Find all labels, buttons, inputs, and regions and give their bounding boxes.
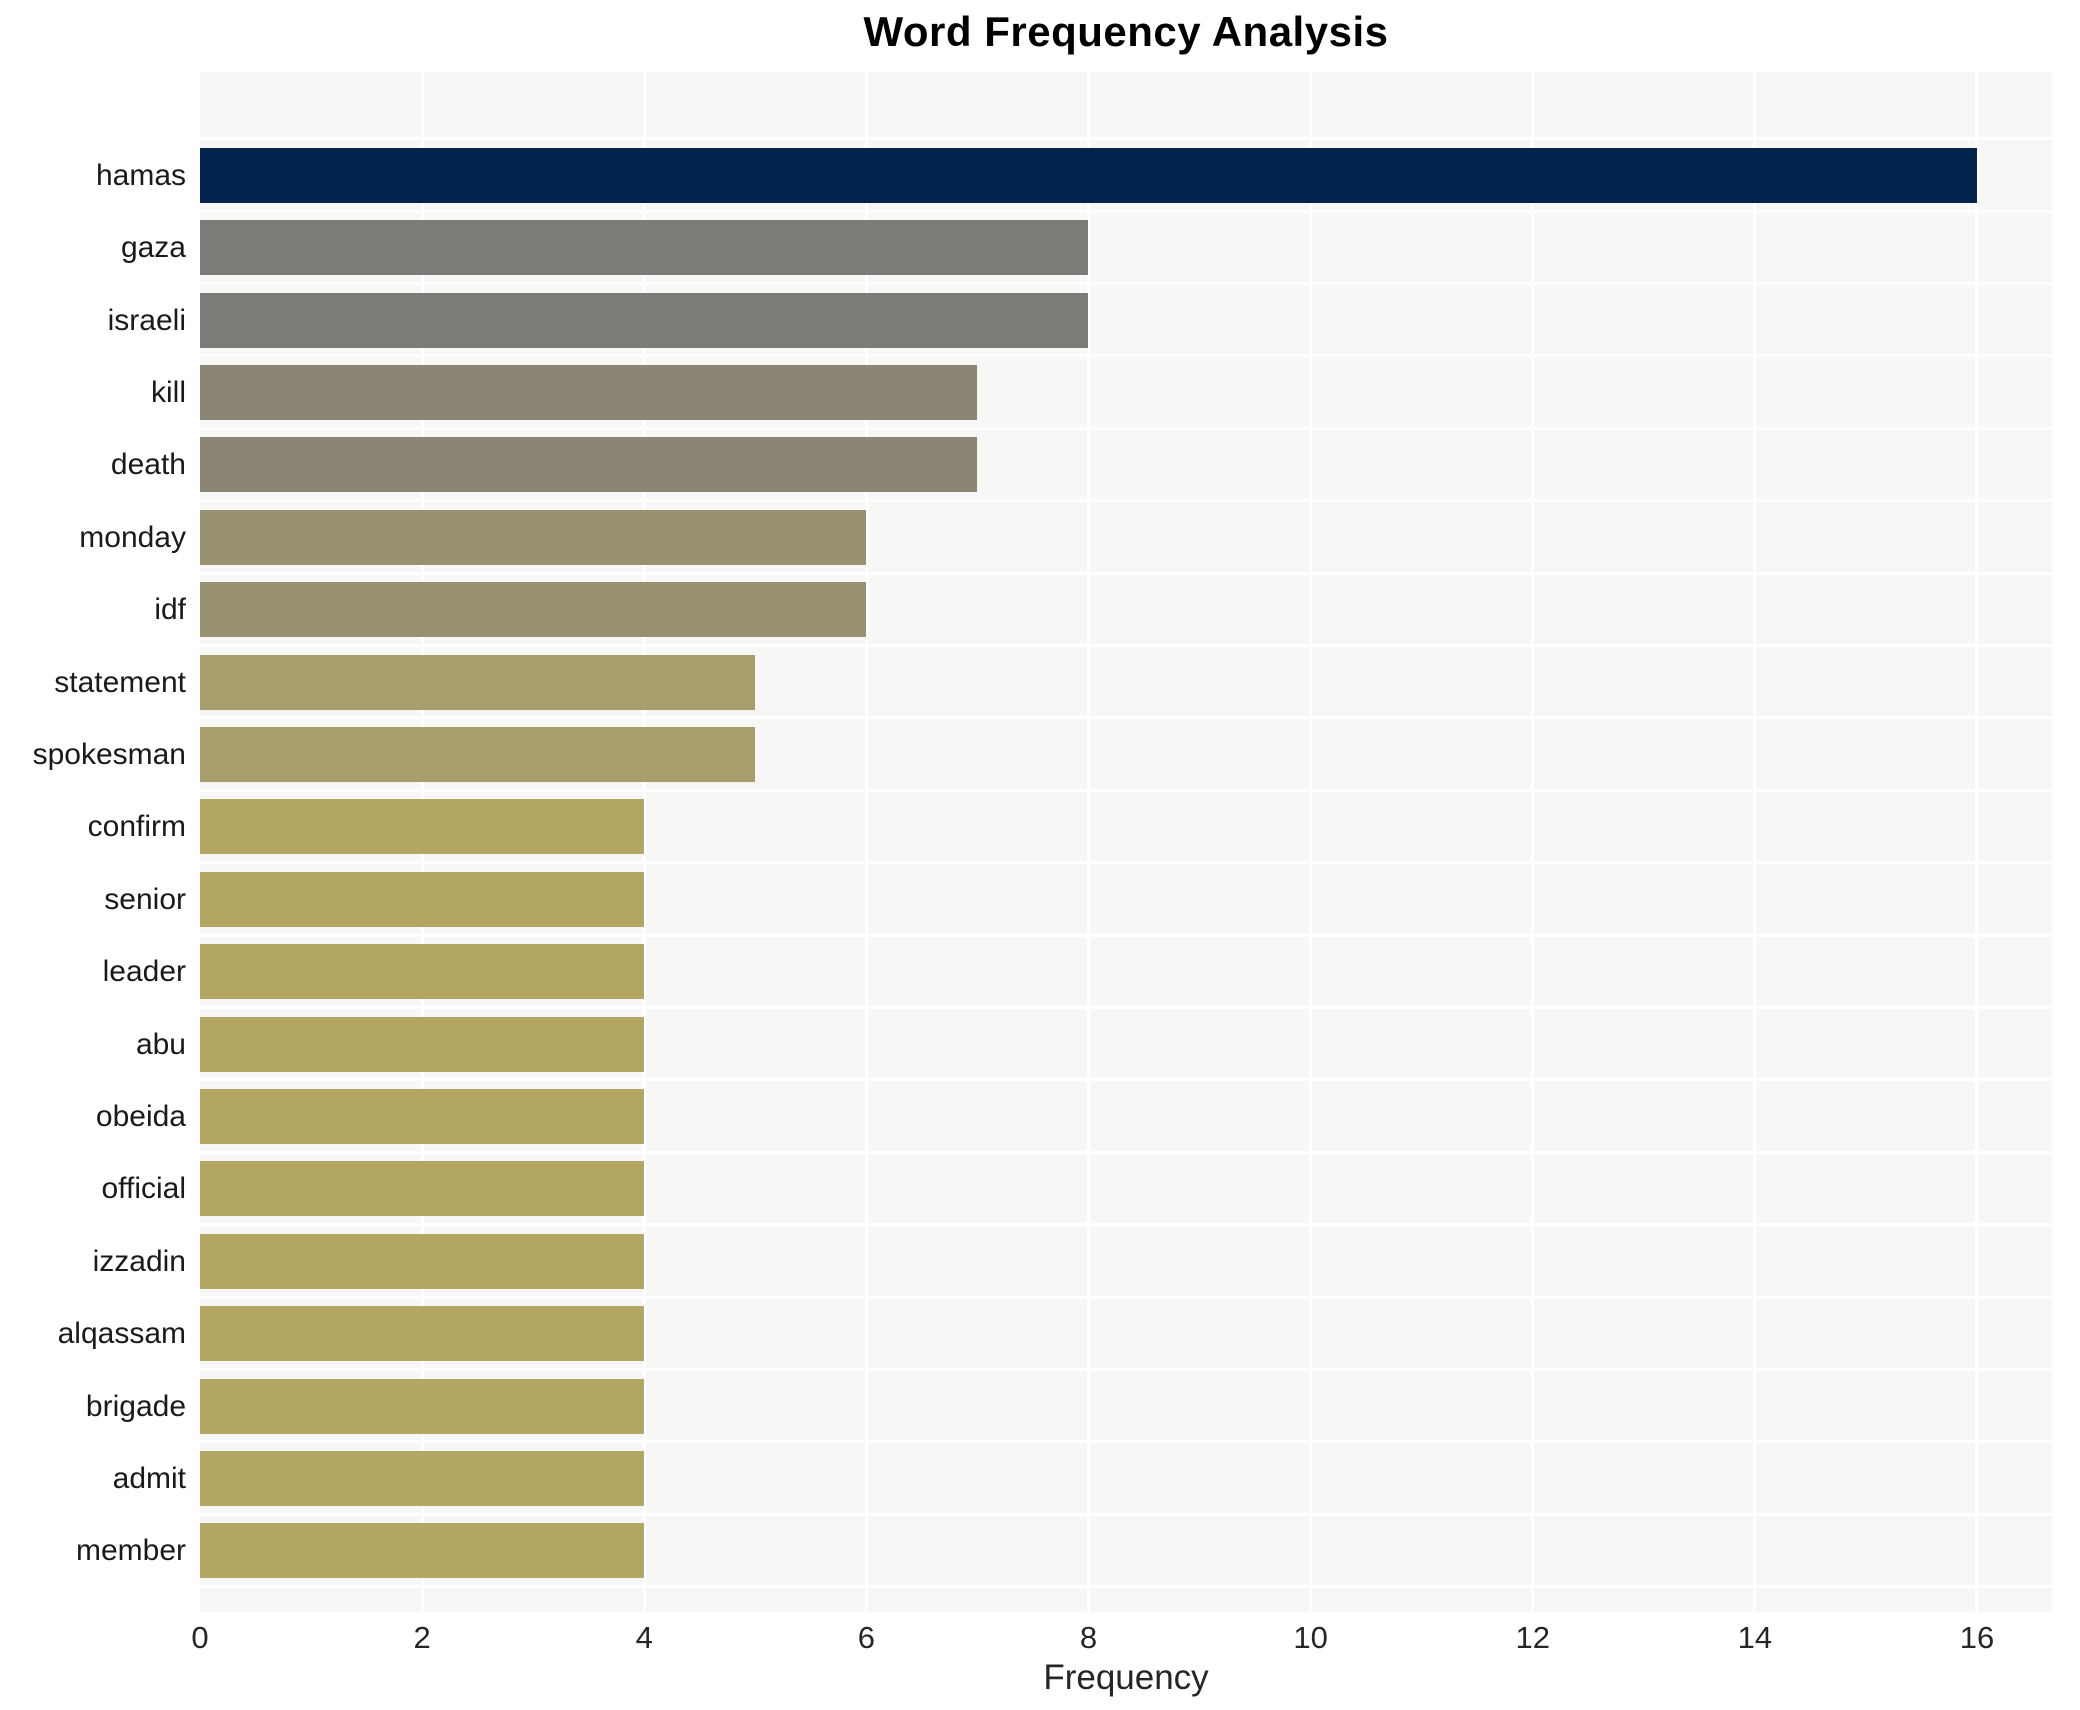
- vertical-gridline: [1531, 72, 1535, 1612]
- vertical-gridline: [864, 72, 868, 1612]
- horizontal-gridline: [200, 426, 2052, 430]
- y-tick-label: brigade: [85, 1389, 186, 1423]
- x-tick-label: 6: [857, 1620, 875, 1655]
- horizontal-gridline: [200, 644, 2052, 647]
- x-tick-label: 4: [635, 1620, 653, 1655]
- bar: [200, 509, 867, 565]
- y-tick-label: idf: [154, 593, 186, 627]
- y-tick-label: kill: [151, 375, 186, 409]
- horizontal-gridline: [200, 137, 2052, 141]
- bar: [200, 654, 756, 710]
- y-tick-label: leader: [102, 955, 186, 989]
- y-tick-label: death: [110, 448, 186, 482]
- bar: [200, 364, 978, 420]
- bar: [200, 1088, 645, 1144]
- bar: [200, 1523, 645, 1579]
- x-tick-label: 10: [1293, 1620, 1328, 1655]
- horizontal-gridline: [200, 354, 2052, 358]
- horizontal-gridline: [200, 1223, 2052, 1227]
- horizontal-gridline: [200, 1006, 2052, 1009]
- y-tick-label: abu: [135, 1027, 186, 1061]
- vertical-gridline: [1309, 72, 1313, 1612]
- vertical-gridline: [1086, 72, 1090, 1612]
- bar: [200, 1016, 645, 1072]
- bar: [200, 944, 645, 1000]
- bar: [200, 147, 1977, 203]
- x-tick-label: 8: [1079, 1620, 1098, 1655]
- bar: [200, 726, 756, 782]
- horizontal-gridline: [200, 282, 2052, 285]
- horizontal-gridline: [200, 716, 2052, 720]
- horizontal-gridline: [200, 1440, 2052, 1444]
- y-tick-label: admit: [112, 1461, 186, 1495]
- bar: [200, 220, 1089, 276]
- y-tick-label: obeida: [95, 1099, 186, 1133]
- y-tick-label: alqassam: [57, 1317, 186, 1351]
- y-tick-label: gaza: [120, 231, 186, 265]
- x-tick-label: 2: [413, 1620, 431, 1655]
- vertical-gridline: [1753, 72, 1757, 1612]
- bar: [200, 437, 978, 493]
- x-tick-label: 16: [1959, 1620, 1995, 1655]
- y-tick-label: member: [75, 1534, 186, 1568]
- y-tick-label: izzadin: [92, 1244, 186, 1278]
- horizontal-gridline: [200, 861, 2052, 865]
- x-tick-label: 0: [191, 1620, 209, 1655]
- y-tick-label: senior: [104, 882, 186, 916]
- y-tick-label: israeli: [107, 303, 186, 337]
- x-tick-label: 12: [1515, 1620, 1550, 1655]
- horizontal-gridline: [200, 1295, 2052, 1299]
- y-tick-label: spokesman: [32, 737, 186, 771]
- vertical-gridline: [642, 72, 646, 1612]
- bar: [200, 292, 1089, 348]
- horizontal-gridline: [200, 1078, 2052, 1082]
- bar: [200, 799, 645, 855]
- y-tick-label: statement: [54, 665, 186, 699]
- horizontal-gridline: [200, 1368, 2052, 1371]
- horizontal-gridline: [200, 788, 2052, 792]
- horizontal-gridline: [200, 499, 2052, 503]
- plot-area: [200, 72, 2052, 1612]
- bar: [200, 871, 645, 927]
- y-tick-label: confirm: [87, 810, 186, 844]
- bar: [200, 1450, 645, 1506]
- bar: [200, 1378, 645, 1434]
- y-tick-label: hamas: [95, 158, 186, 192]
- bar: [200, 1306, 645, 1362]
- chart-title: Word Frequency Analysis: [863, 8, 1389, 55]
- horizontal-gridline: [200, 1150, 2052, 1154]
- bar: [200, 582, 867, 638]
- x-tick-label: 14: [1737, 1620, 1773, 1655]
- horizontal-gridline: [200, 933, 2052, 937]
- vertical-gridline: [1975, 72, 1979, 1612]
- x-axis-label: Frequency: [1043, 1658, 1209, 1697]
- y-tick-label: official: [101, 1172, 187, 1206]
- bar: [200, 1233, 645, 1289]
- bar: [200, 1161, 645, 1217]
- horizontal-gridline: [200, 1512, 2052, 1516]
- horizontal-gridline: [200, 571, 2052, 575]
- horizontal-gridline: [200, 209, 2052, 213]
- y-tick-label: monday: [79, 520, 186, 554]
- horizontal-gridline: [200, 1585, 2052, 1589]
